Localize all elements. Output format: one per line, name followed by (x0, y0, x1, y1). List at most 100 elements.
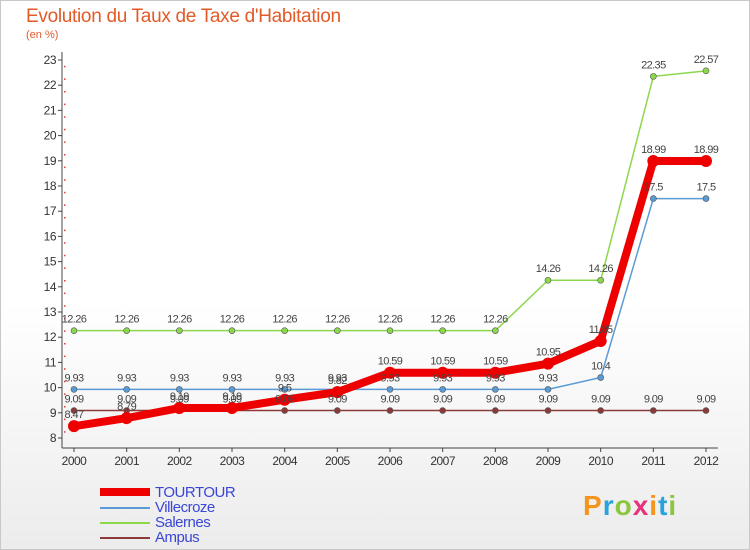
data-point-tourtour (647, 155, 660, 168)
y-minor-mark (64, 229, 66, 232)
data-point-ampus (70, 407, 78, 414)
x-tick-label: 2001 (114, 454, 140, 468)
legend: TOURTOUR Villecroze Salernes Ampus (100, 484, 300, 546)
y-minor-mark (64, 65, 66, 68)
logo-letter: o (614, 490, 633, 521)
data-point-tourtour (173, 402, 186, 415)
y-minor-mark (64, 267, 66, 269)
data-label-ampus: 9.09 (275, 394, 294, 406)
data-label-tourtour: 9.19 (170, 391, 189, 403)
y-minor-mark (64, 191, 66, 194)
chart-title: Evolution du Taux de Taxe d'Habitation (26, 6, 341, 27)
x-tick-label: 2000 (62, 454, 88, 468)
y-minor-mark (64, 355, 66, 358)
data-label-salernes: 12.26 (325, 314, 350, 326)
x-tick-label: 2008 (483, 454, 509, 468)
chart-subtitle: (en %) (26, 29, 59, 41)
y-tick-label: 8 (50, 431, 57, 445)
data-label-ampus: 9.09 (696, 394, 715, 406)
data-label-tourtour: 18.99 (641, 144, 666, 156)
y-minor-mark (64, 280, 66, 282)
data-point-villecroze (439, 386, 446, 393)
data-label-tourtour: 18.99 (694, 144, 719, 156)
data-point-ampus (544, 407, 552, 414)
y-tick-label: 15 (44, 255, 57, 269)
legend-label-tourtour: TOURTOUR (155, 484, 236, 501)
data-point-ampus (386, 407, 394, 414)
data-point-ampus (702, 407, 710, 414)
y-tick-label: 20 (44, 129, 57, 143)
legend-swatch-villecroze (100, 507, 150, 509)
data-point-villecroze (702, 195, 710, 202)
y-minor-mark (64, 103, 66, 106)
y-minor-mark (64, 78, 66, 80)
data-label-ampus: 9.09 (486, 394, 505, 406)
data-label-villecroze: 9.93 (222, 372, 241, 384)
y-minor-mark (64, 166, 66, 169)
data-point-villecroze (597, 374, 604, 381)
data-label-salernes: 14.26 (588, 263, 613, 275)
data-label-villecroze: 9.93 (486, 372, 505, 384)
y-tick-label: 11 (45, 355, 57, 369)
data-point-salernes (70, 327, 78, 334)
logo-letter: i (649, 490, 659, 521)
y-minor-mark (64, 91, 66, 93)
y-tick-label: 19 (44, 154, 57, 168)
data-label-salernes: 12.26 (220, 314, 245, 326)
data-point-salernes (702, 67, 710, 75)
x-tick-label: 2011 (641, 454, 666, 468)
y-minor-mark (64, 380, 66, 383)
data-point-salernes (386, 327, 394, 334)
data-label-tourtour: 10.59 (430, 356, 455, 368)
legend-label-ampus: Ampus (155, 529, 200, 546)
y-minor-mark (64, 242, 66, 244)
data-label-salernes: 12.26 (430, 314, 455, 326)
legend-swatch-ampus (100, 537, 150, 539)
data-label-ampus: 9.09 (644, 394, 663, 406)
proxiti-logo: Proxiti (583, 490, 677, 522)
x-tick-label: 2002 (167, 454, 193, 468)
data-point-salernes (597, 276, 604, 284)
logo-letter: t (658, 490, 669, 521)
y-minor-mark (64, 254, 66, 257)
data-point-villecroze (386, 386, 394, 393)
data-label-salernes: 12.26 (167, 314, 192, 326)
data-point-villecroze (176, 386, 183, 393)
data-label-salernes: 12.26 (62, 314, 87, 326)
data-point-salernes (439, 327, 446, 334)
x-tick-label: 2007 (430, 454, 456, 468)
y-minor-mark (64, 305, 66, 307)
y-tick-label: 23 (44, 53, 57, 67)
data-point-villecroze (281, 386, 288, 393)
data-label-villecroze: 9.93 (433, 372, 452, 384)
data-point-salernes (228, 327, 236, 334)
y-tick-label: 21 (44, 103, 57, 117)
y-minor-mark (64, 128, 66, 131)
data-label-villecroze: 9.93 (380, 372, 399, 384)
data-label-salernes: 12.26 (272, 314, 297, 326)
data-point-ampus (281, 407, 288, 414)
data-label-ampus: 9.09 (538, 394, 557, 406)
data-point-salernes (123, 327, 130, 334)
y-minor-mark (64, 179, 66, 181)
y-minor-mark (64, 317, 66, 320)
data-label-villecroze: 17.5 (644, 182, 663, 194)
y-minor-mark (64, 330, 66, 332)
data-point-tourtour (542, 357, 554, 370)
data-point-villecroze (70, 386, 78, 393)
y-tick-label: 18 (44, 179, 57, 193)
legend-label-villecroze: Villecroze (155, 499, 215, 516)
data-label-ampus: 9.09 (591, 394, 610, 406)
y-minor-mark (64, 431, 66, 433)
data-label-tourtour: 9.5 (278, 383, 292, 395)
data-point-villecroze (544, 386, 552, 393)
data-point-salernes (650, 73, 657, 80)
data-point-villecroze (228, 386, 236, 393)
data-label-villecroze: 9.93 (538, 372, 557, 384)
data-label-villecroze: 9.93 (170, 372, 189, 384)
legend-swatch-tourtour (100, 488, 150, 496)
y-tick-label: 10 (44, 381, 57, 395)
data-label-villecroze: 17.5 (696, 182, 715, 194)
data-label-tourtour: 10.59 (483, 356, 508, 368)
